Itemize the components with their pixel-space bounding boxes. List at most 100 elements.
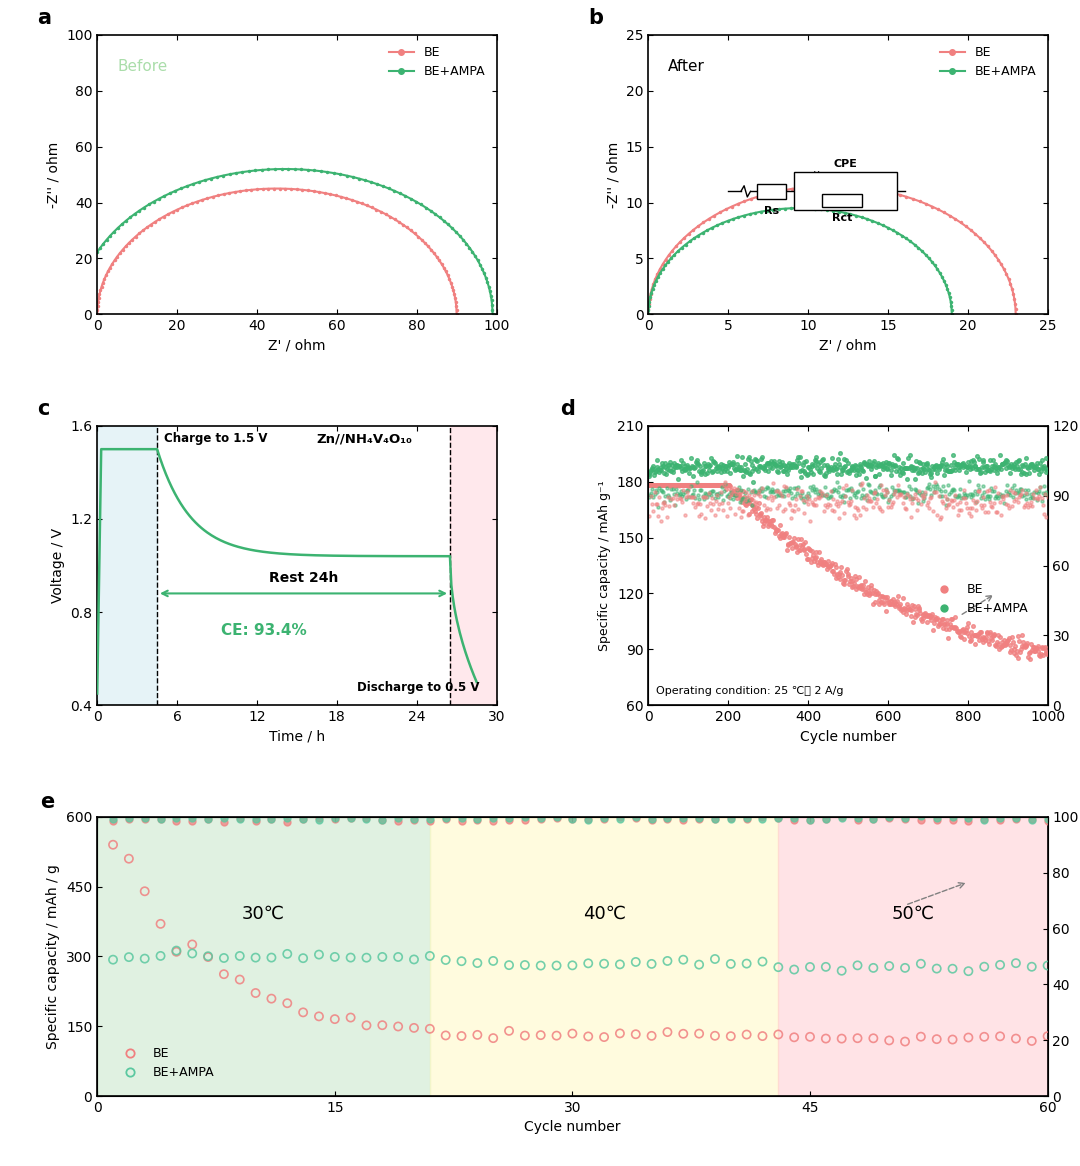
Point (868, 484, 886, 503)
Point (678, 483, 696, 501)
Point (699, 463, 716, 482)
Point (953, 456, 970, 475)
Point (766, 455, 783, 473)
Point (834, 566, 851, 584)
Point (845, 576, 862, 595)
Point (787, 536, 805, 555)
Point (663, 490, 680, 508)
Point (800, 486, 818, 505)
Point (801, 478, 819, 497)
Point (710, 456, 727, 475)
Point (905, 489, 922, 507)
Point (859, 577, 876, 596)
Point (782, 457, 799, 476)
Point (357, 810, 375, 829)
Point (861, 452, 878, 471)
Point (342, 948, 360, 967)
Point (956, 630, 973, 648)
Point (966, 494, 983, 513)
Point (1005, 455, 1023, 473)
Point (961, 498, 978, 517)
Point (813, 555, 831, 574)
Point (1023, 1032, 1040, 1051)
Point (646, 485, 663, 504)
Point (627, 1025, 645, 1044)
X-axis label: Time / h: Time / h (269, 730, 325, 744)
Point (152, 947, 170, 965)
Point (726, 482, 743, 500)
Point (980, 632, 997, 651)
Point (945, 480, 962, 499)
Point (789, 448, 807, 466)
Point (136, 881, 153, 900)
Point (731, 485, 748, 504)
Point (732, 490, 750, 508)
Point (704, 462, 721, 480)
Point (975, 957, 993, 976)
Point (717, 475, 734, 493)
Point (955, 483, 972, 501)
Point (800, 465, 818, 484)
Point (742, 483, 759, 501)
Point (939, 490, 956, 508)
Point (971, 626, 988, 645)
Point (1028, 638, 1045, 656)
Point (769, 484, 786, 503)
Point (907, 605, 924, 624)
Point (689, 476, 706, 494)
Point (907, 451, 924, 470)
Point (105, 950, 122, 969)
Point (880, 808, 897, 827)
Point (652, 480, 670, 499)
Point (887, 455, 904, 473)
Point (914, 611, 931, 630)
Point (611, 955, 629, 974)
X-axis label: Z' / ohm: Z' / ohm (820, 338, 877, 352)
Point (698, 487, 715, 506)
Point (874, 487, 891, 506)
Point (936, 614, 954, 633)
Point (960, 812, 977, 830)
Point (678, 456, 696, 475)
Point (867, 466, 885, 485)
Point (469, 1026, 486, 1045)
Point (700, 456, 717, 475)
Point (1018, 634, 1036, 653)
Point (595, 810, 612, 829)
Point (1011, 642, 1028, 661)
Point (738, 810, 755, 829)
Point (1003, 459, 1021, 478)
Point (728, 489, 745, 507)
Point (1013, 485, 1030, 504)
Point (820, 489, 837, 507)
Point (951, 480, 969, 499)
Point (764, 455, 781, 473)
Point (883, 455, 901, 473)
Point (987, 637, 1004, 655)
Point (675, 476, 692, 494)
Point (941, 619, 958, 638)
Point (902, 457, 919, 476)
Point (984, 498, 1001, 517)
Point (955, 480, 972, 499)
Point (853, 473, 870, 492)
Point (855, 489, 873, 507)
Point (724, 455, 741, 473)
Point (824, 461, 841, 479)
Point (824, 562, 841, 581)
Point (772, 484, 789, 503)
Point (862, 482, 879, 500)
Point (1021, 489, 1038, 507)
Point (773, 486, 791, 505)
Point (1017, 449, 1035, 468)
Point (819, 560, 836, 578)
Point (831, 508, 848, 527)
Point (947, 619, 964, 638)
Point (739, 493, 756, 512)
Point (953, 627, 970, 646)
Point (342, 1009, 360, 1027)
Point (718, 506, 735, 525)
Point (892, 595, 909, 613)
Point (947, 618, 964, 637)
Point (649, 461, 666, 479)
